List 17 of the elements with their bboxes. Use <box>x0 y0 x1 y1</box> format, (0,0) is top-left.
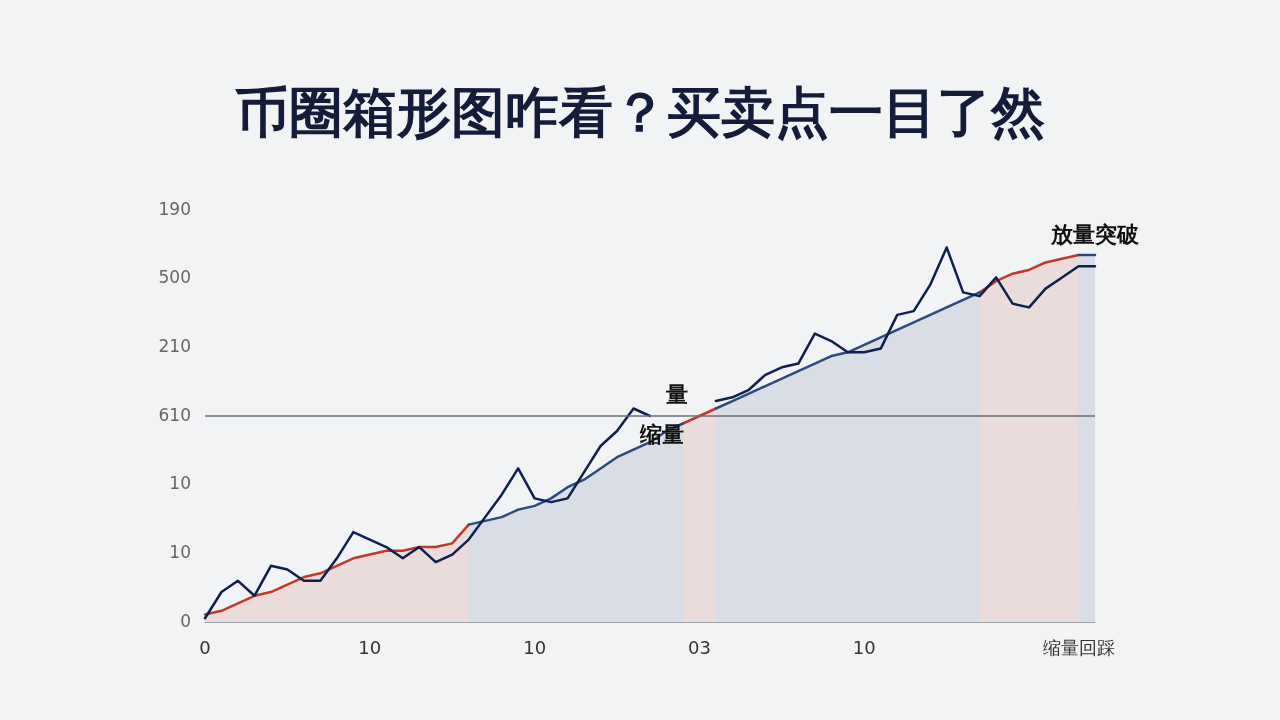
annotation: 放量突破 <box>1050 222 1140 248</box>
x-tick-label: 10 <box>358 636 382 658</box>
text: 610 <box>158 404 192 425</box>
x-tick-label: 10 <box>852 636 876 658</box>
text: 500 <box>158 267 192 288</box>
x-tick-label: 10 <box>523 636 547 658</box>
annotation: 缩量 <box>639 421 685 447</box>
annotation: 量 <box>665 381 689 407</box>
text: 10 <box>169 473 192 494</box>
text: 0 <box>180 610 192 631</box>
text: 10 <box>169 541 192 562</box>
x-tick-label: 0 <box>199 636 211 658</box>
x-tick-label: 缩量回踩 <box>1042 636 1115 658</box>
x-tick-label: 03 <box>687 636 711 658</box>
chart-title: 币圈箱形图咋看？买卖点一目了然 <box>235 80 1045 144</box>
text: 190 <box>158 198 192 219</box>
text: 210 <box>158 335 192 356</box>
